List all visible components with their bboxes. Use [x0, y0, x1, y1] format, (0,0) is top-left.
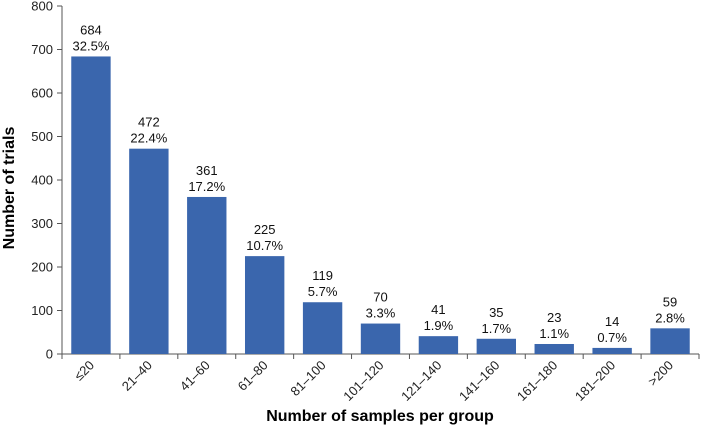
bar-percent-label: 2.8% — [655, 310, 685, 325]
x-tick-label: >200 — [645, 358, 676, 389]
bar-count-label: 41 — [431, 302, 445, 317]
bar — [534, 343, 574, 354]
bar-percent-label: 10.7% — [246, 238, 283, 253]
bar-count-label: 472 — [138, 115, 160, 130]
x-tick-label: 81–100 — [287, 358, 328, 399]
bar — [592, 347, 632, 354]
y-tick-label: 0 — [46, 347, 53, 362]
x-tick-label: 41–60 — [177, 358, 213, 394]
bar-count-label: 119 — [312, 268, 333, 283]
bar-count-label: 70 — [373, 290, 387, 305]
bar-percent-label: 1.7% — [481, 321, 511, 336]
bar — [418, 336, 459, 354]
bar-count-label: 23 — [547, 310, 561, 325]
bar-percent-label: 32.5% — [73, 38, 110, 53]
y-tick-label: 500 — [31, 129, 53, 144]
bar — [71, 56, 111, 355]
y-tick-label: 300 — [31, 216, 53, 231]
x-axis-title: Number of samples per group — [266, 408, 494, 425]
bar-count-label: 35 — [489, 305, 503, 320]
bar-percent-label: 5.7% — [308, 284, 338, 299]
bar — [244, 256, 285, 354]
bar-percent-label: 17.2% — [188, 179, 225, 194]
bar-percent-label: 1.1% — [539, 326, 569, 341]
bar-percent-label: 3.3% — [366, 306, 396, 321]
bar — [650, 328, 690, 354]
x-tick-label: 121–140 — [398, 358, 444, 404]
x-tick-label: ≤20 — [71, 358, 97, 384]
x-tick-label: 181–200 — [572, 358, 618, 404]
y-tick-label: 700 — [31, 42, 53, 57]
bar — [302, 302, 343, 354]
bar-count-label: 59 — [663, 294, 677, 309]
bar — [360, 323, 401, 354]
plot-area: 010020030040050060070080068432.5%≤204722… — [31, 0, 700, 404]
x-tick-label: 61–80 — [235, 358, 271, 394]
y-tick-label: 200 — [31, 260, 53, 275]
bar — [129, 148, 169, 354]
bar-percent-label: 1.9% — [424, 318, 454, 333]
bar-percent-label: 0.7% — [597, 330, 627, 345]
x-tick-label: 141–160 — [456, 358, 502, 404]
y-tick-label: 800 — [31, 0, 53, 14]
x-tick-label: 161–180 — [514, 358, 560, 404]
bar-count-label: 361 — [196, 163, 218, 178]
bar-count-label: 14 — [605, 314, 619, 329]
bar-count-label: 684 — [80, 22, 102, 37]
y-axis-title: Number of trials — [1, 127, 18, 250]
y-tick-label: 100 — [31, 303, 53, 318]
y-tick-label: 600 — [31, 86, 53, 101]
bar — [187, 196, 227, 354]
y-tick-label: 400 — [31, 173, 53, 188]
bar-count-label: 225 — [254, 222, 276, 237]
x-tick-label: 21–40 — [119, 358, 155, 394]
bar — [476, 338, 517, 354]
bar-percent-label: 22.4% — [130, 131, 167, 146]
x-tick-label: 101–120 — [340, 358, 386, 404]
